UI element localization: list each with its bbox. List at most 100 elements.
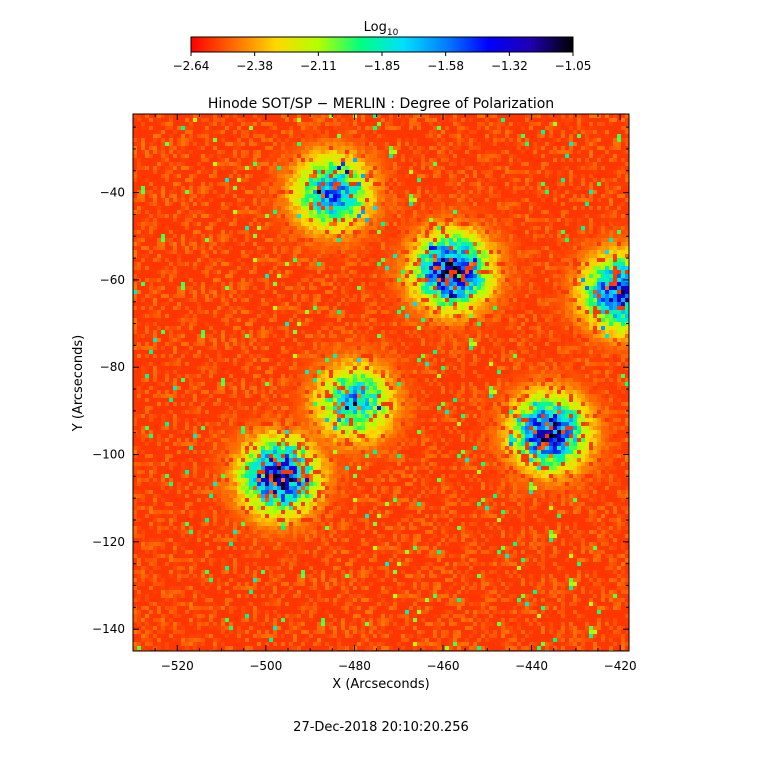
heatmap-cell (561, 250, 565, 254)
heatmap-cell (489, 118, 493, 122)
heatmap-cell (593, 242, 597, 246)
heatmap-cell (401, 174, 405, 178)
heatmap-cell (369, 186, 373, 190)
heatmap-cell (229, 182, 233, 186)
heatmap-cell (313, 138, 317, 142)
heatmap-cell (229, 250, 233, 254)
heatmap-cell (233, 270, 237, 274)
heatmap-cell (561, 142, 565, 146)
heatmap-cell (169, 274, 173, 278)
heatmap-cell (485, 186, 489, 190)
heatmap-cell (393, 218, 397, 222)
heatmap-cell (285, 234, 289, 238)
heatmap-cell (389, 246, 393, 250)
heatmap-cell (277, 270, 281, 274)
heatmap-cell (369, 234, 373, 238)
heatmap-cell (449, 138, 453, 142)
heatmap-cell (425, 218, 429, 222)
heatmap-cell (553, 230, 557, 234)
heatmap-cell (545, 166, 549, 170)
heatmap-cell (161, 154, 165, 158)
heatmap-cell (457, 162, 461, 166)
heatmap-cell (177, 194, 181, 198)
heatmap-cell (189, 122, 193, 126)
heatmap-cell (173, 226, 177, 230)
heatmap-cell (321, 174, 325, 178)
heatmap-cell (165, 198, 169, 202)
heatmap-cell (161, 266, 165, 270)
heatmap-cell (621, 194, 625, 198)
heatmap-cell (405, 246, 409, 250)
heatmap-cell (621, 230, 625, 234)
heatmap-cell (225, 234, 229, 238)
heatmap-cell (177, 114, 181, 118)
heatmap-cell (153, 246, 157, 250)
heatmap-cell (237, 214, 241, 218)
heatmap-cell (421, 258, 425, 262)
heatmap-cell (361, 218, 365, 222)
heatmap-cell (461, 210, 465, 214)
heatmap-cell (381, 238, 385, 242)
heatmap-cell (437, 254, 441, 258)
heatmap-cell (617, 266, 621, 270)
heatmap-cell (281, 206, 285, 210)
heatmap-cell (209, 150, 213, 154)
heatmap-cell (273, 118, 277, 122)
heatmap-cell (393, 150, 397, 154)
heatmap-cell (577, 210, 581, 214)
heatmap-cell (537, 142, 541, 146)
heatmap-cell (605, 214, 609, 218)
heatmap-cell (513, 138, 517, 142)
heatmap-cell (501, 118, 505, 122)
heatmap-cell (525, 158, 529, 162)
heatmap-cell (153, 250, 157, 254)
heatmap-cell (373, 174, 377, 178)
heatmap-cell (417, 242, 421, 246)
heatmap-cell (193, 190, 197, 194)
heatmap-cell (505, 170, 509, 174)
heatmap-cell (229, 186, 233, 190)
heatmap-cell (317, 262, 321, 266)
heatmap-cell (241, 162, 245, 166)
heatmap-cell (445, 238, 449, 242)
heatmap-cell (197, 174, 201, 178)
heatmap-cell (613, 230, 617, 234)
heatmap-cell (549, 142, 553, 146)
heatmap-cell (425, 114, 429, 118)
heatmap-cell (133, 194, 137, 198)
heatmap-cell (477, 178, 481, 182)
heatmap-cell (413, 138, 417, 142)
heatmap-cell (553, 234, 557, 238)
heatmap-cell (305, 246, 309, 250)
heatmap-cell (149, 262, 153, 266)
heatmap-cell (433, 170, 437, 174)
heatmap-cell (501, 146, 505, 150)
heatmap-cell (225, 138, 229, 142)
heatmap-cell (345, 222, 349, 226)
heatmap-cell (369, 198, 373, 202)
heatmap-cell (329, 198, 333, 202)
heatmap-cell (297, 194, 301, 198)
heatmap-cell (153, 126, 157, 130)
heatmap-cell (237, 166, 241, 170)
heatmap-cell (229, 234, 233, 238)
heatmap-cell (249, 126, 253, 130)
heatmap-cell (545, 250, 549, 254)
heatmap-cell (377, 130, 381, 134)
heatmap-cell (385, 226, 389, 230)
heatmap-cell (525, 202, 529, 206)
heatmap-cell (461, 262, 465, 266)
heatmap-cell (349, 234, 353, 238)
heatmap-cell (201, 186, 205, 190)
heatmap-cell (221, 230, 225, 234)
heatmap-cell (417, 226, 421, 230)
heatmap-cell (621, 166, 625, 170)
heatmap-cell (149, 134, 153, 138)
heatmap-cell (149, 238, 153, 242)
heatmap-cell (537, 126, 541, 130)
heatmap-cell (137, 194, 141, 198)
heatmap-cell (409, 210, 413, 214)
heatmap-cell (325, 130, 329, 134)
heatmap-cell (173, 146, 177, 150)
heatmap-cell (429, 206, 433, 210)
